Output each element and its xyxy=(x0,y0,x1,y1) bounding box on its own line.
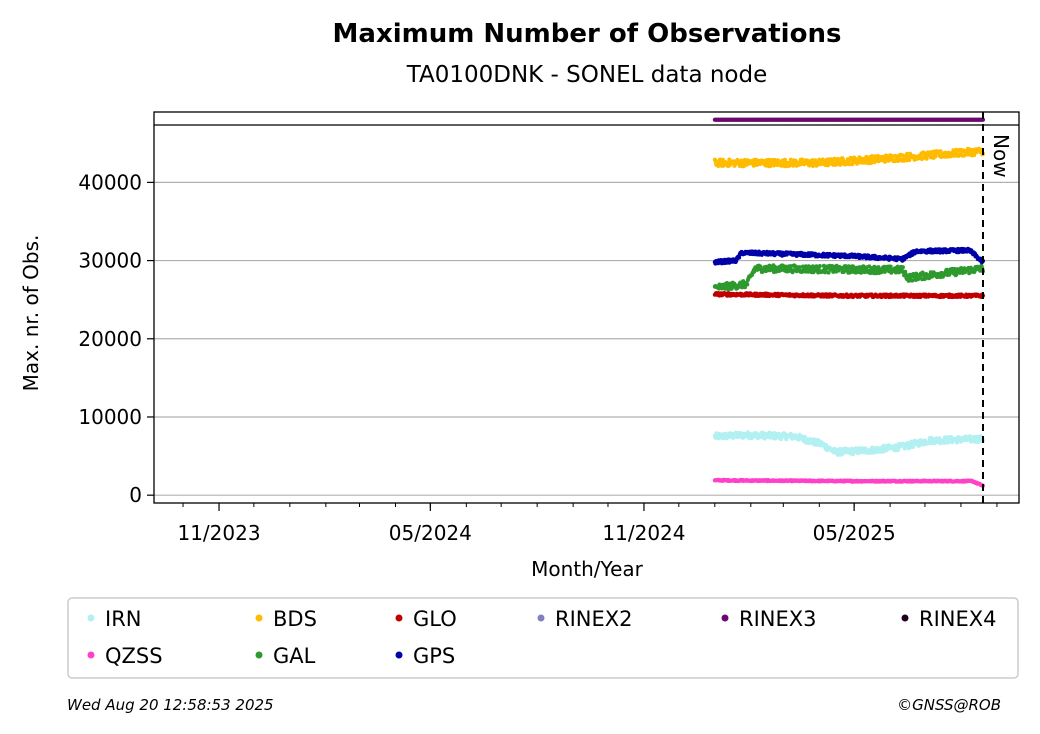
footer-credit: ©GNSS@ROB xyxy=(897,696,1001,714)
x-axis: 11/2023 05/2024 11/2024 05/2025 xyxy=(177,503,998,545)
chart-subtitle: TA0100DNK - SONEL data node xyxy=(406,62,768,88)
series-glo xyxy=(712,291,985,300)
series-gal xyxy=(712,263,985,292)
x-tick-label: 05/2025 xyxy=(813,521,896,545)
legend-marker xyxy=(395,614,403,622)
y-tick-label: 20000 xyxy=(78,327,142,351)
data-points xyxy=(712,117,985,488)
legend-label: RINEX4 xyxy=(919,607,997,631)
y-axis-label: Max. nr. of Obs. xyxy=(19,235,43,392)
series-rinex3 xyxy=(712,117,985,122)
data-point xyxy=(905,151,909,156)
data-point xyxy=(900,265,905,270)
legend-marker xyxy=(255,614,263,622)
data-point xyxy=(832,156,837,161)
y-tick-label: 40000 xyxy=(78,170,142,194)
data-point xyxy=(743,285,747,290)
data-point xyxy=(907,158,912,163)
data-point xyxy=(826,270,831,275)
data-point xyxy=(890,154,895,159)
data-point xyxy=(924,156,929,161)
data-point xyxy=(797,265,802,270)
y-tick-label: 30000 xyxy=(78,249,142,273)
legend-marker xyxy=(395,651,403,659)
legend-label: GLO xyxy=(413,607,457,631)
legend-marker xyxy=(255,651,263,659)
data-point xyxy=(772,163,776,168)
data-point xyxy=(972,153,977,157)
y-axis: 0 10000 20000 30000 40000 xyxy=(78,170,154,507)
data-point xyxy=(863,446,868,451)
series-gps xyxy=(712,246,985,266)
data-point xyxy=(737,255,742,260)
y-tick-label: 10000 xyxy=(78,405,142,429)
data-point xyxy=(745,282,750,287)
legend-label: IRN xyxy=(105,607,142,631)
legend-label: GAL xyxy=(273,644,316,668)
data-point xyxy=(768,164,773,169)
series-qzss xyxy=(712,477,985,488)
now-label: Now xyxy=(989,134,1013,178)
series-irn xyxy=(712,430,985,457)
legend: IRN BDS GLO RINEX2 RINEX3 RINEX4 QZSS GAL GPS xyxy=(87,607,997,668)
data-point xyxy=(888,264,893,269)
data-point xyxy=(896,447,901,452)
legend-label: GPS xyxy=(413,644,455,668)
data-point xyxy=(817,264,822,268)
plot-frame xyxy=(153,111,1020,504)
legend-marker xyxy=(87,651,95,659)
legend-label: QZSS xyxy=(105,644,163,668)
y-tick-label: 0 xyxy=(129,483,142,507)
legend-label: RINEX2 xyxy=(555,607,633,631)
data-point xyxy=(783,157,787,162)
x-tick-label: 11/2023 xyxy=(177,521,260,545)
legend-marker xyxy=(537,614,545,622)
x-tick-label: 05/2024 xyxy=(389,521,472,545)
data-point xyxy=(745,430,750,435)
legend-marker xyxy=(721,614,729,622)
data-point xyxy=(910,278,915,283)
data-point xyxy=(851,264,855,269)
series-bds xyxy=(712,146,985,169)
x-tick-label: 11/2024 xyxy=(602,521,685,545)
footer-timestamp: Wed Aug 20 12:58:53 2025 xyxy=(67,696,274,714)
legend-box xyxy=(67,597,1019,679)
data-point xyxy=(716,286,721,291)
legend-marker xyxy=(901,614,909,622)
data-point xyxy=(847,162,852,167)
x-axis-label: Month/Year xyxy=(531,557,644,581)
chart-title: Maximum Number of Observations xyxy=(333,19,842,49)
legend-label: RINEX3 xyxy=(739,607,817,631)
data-point xyxy=(841,159,846,164)
data-point xyxy=(838,446,843,451)
data-point xyxy=(933,154,938,159)
data-point xyxy=(730,431,735,436)
data-point xyxy=(978,434,983,439)
legend-label: BDS xyxy=(273,607,317,631)
legend-marker xyxy=(87,614,95,622)
data-point xyxy=(967,270,972,275)
data-point xyxy=(954,272,959,277)
data-point xyxy=(844,264,848,269)
data-point xyxy=(954,440,959,445)
